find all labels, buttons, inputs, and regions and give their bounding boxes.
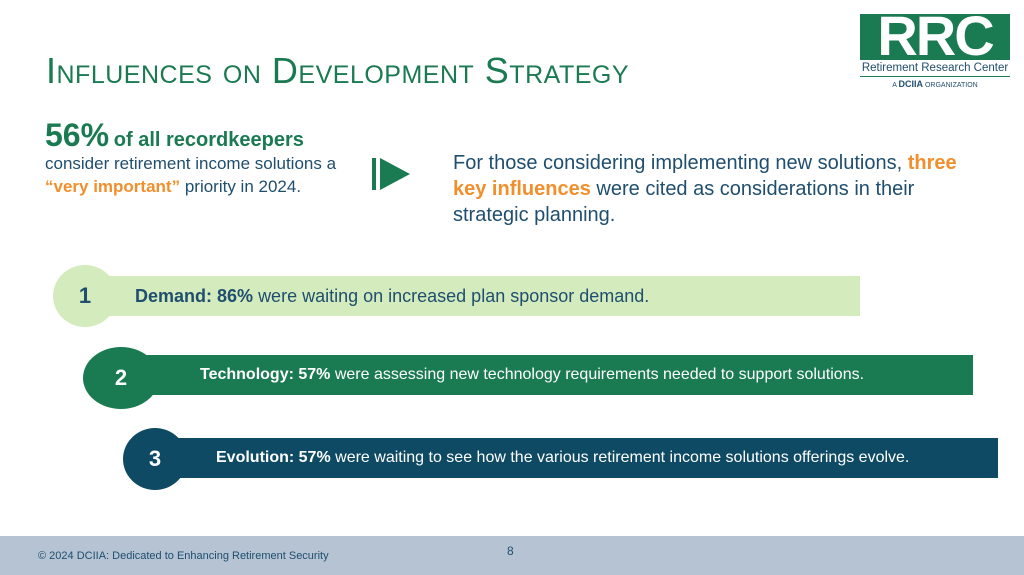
logo-letters: RRC (877, 4, 994, 67)
logo-org-name: DCIIA (898, 79, 924, 89)
influence-label: Technology: 57% (200, 366, 331, 383)
influence-bar-demand: 1 Demand: 86% were waiting on increased … (53, 265, 860, 327)
stat-lead: of all recordkeepers (113, 129, 304, 151)
influence-number: 1 (53, 265, 117, 327)
influence-desc: were assessing new technology requiremen… (334, 366, 865, 383)
influence-desc: were waiting on increased plan sponsor d… (258, 285, 650, 306)
stat-line-b: priority in 2024. (184, 177, 302, 196)
logo-org-suffix: ORGANIZATION (924, 82, 978, 89)
intro-highlight: three key influences (453, 152, 957, 200)
footer-copyright: © 2024 DCIIA: Dedicated to Enhancing Ret… (38, 550, 329, 562)
stat-line-a: consider retirement income solutions a (45, 154, 337, 173)
logo-org: A DCIIA ORGANIZATION (860, 79, 1010, 89)
influence-bar-technology: 2 Technology: 57% were assessing new tec… (83, 347, 973, 409)
influence-label: Demand: 86% (135, 285, 254, 306)
arrow-right-icon (372, 158, 410, 190)
influence-text: Demand: 86% were waiting on increased pl… (90, 286, 649, 307)
influence-text: Technology: 57% were assessing new techn… (130, 366, 864, 384)
rrc-logo: RRC Retirement Research Center A DCIIA O… (860, 8, 1010, 90)
influence-desc: were waiting to see how the various reti… (335, 449, 910, 466)
influence-number: 2 (83, 347, 159, 409)
logo-org-prefix: A (892, 82, 897, 89)
intro-text: For those considering implementing new s… (453, 150, 973, 228)
intro-part2: were cited as considerations in their st… (453, 178, 915, 226)
influence-number: 3 (123, 428, 187, 490)
influence-text: Evolution: 57% were waiting to see how t… (165, 449, 909, 467)
influence-bar-evolution: 3 Evolution: 57% were waiting to see how… (123, 428, 998, 490)
page-number: 8 (507, 544, 514, 558)
page-title: Influences on Development Strategy (46, 50, 630, 91)
footer: © 2024 DCIIA: Dedicated to Enhancing Ret… (0, 536, 1024, 575)
stat-percent: 56% (45, 117, 110, 153)
intro-part1: For those considering implementing new s… (453, 152, 903, 174)
influence-label: Evolution: 57% (216, 449, 331, 466)
logo-mark (860, 14, 1010, 60)
logo-name: Retirement Research Center (860, 62, 1010, 77)
stat-highlight: “very important” (45, 177, 181, 196)
stat-block: 56% of all recordkeepers consider retire… (45, 119, 345, 198)
